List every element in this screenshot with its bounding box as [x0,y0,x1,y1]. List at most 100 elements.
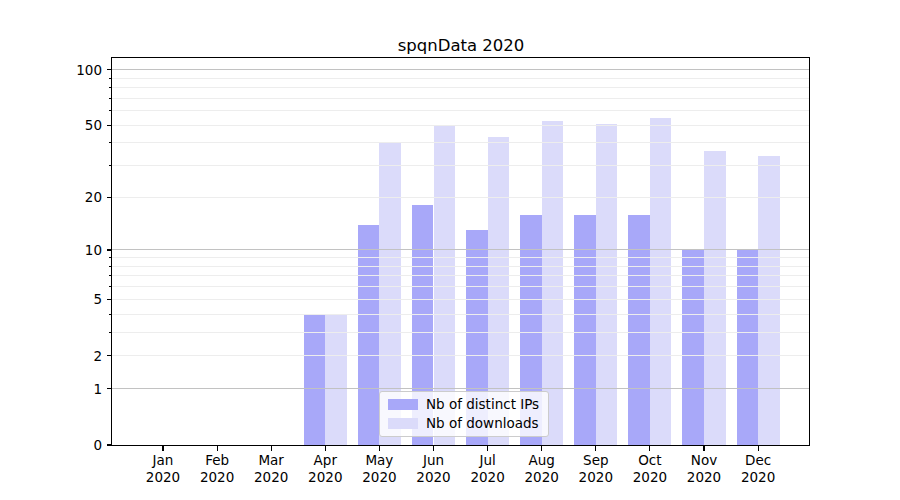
x-label-month: Apr [295,452,355,469]
y-tick-label-20: 20 [56,188,102,206]
legend-swatch-distinct-ips [388,399,418,410]
bar-downloads-apr [325,314,347,445]
gridline-major-100 [112,69,810,70]
x-tick-oct [649,446,650,451]
gridline-minor-60 [112,110,810,111]
gridline-major-10 [112,249,810,250]
gridline-minor-80 [112,87,810,88]
gridline-major-1 [112,388,810,389]
x-label-year: 2020 [133,469,193,486]
gridline-minor-90 [112,78,810,79]
x-tick-dec [758,446,759,451]
x-tick-label-mar: Mar2020 [241,452,301,485]
x-label-month: Oct [620,452,680,469]
gridline-minor-5 [112,299,810,300]
y-minor-tick-6 [109,286,112,287]
gridline-minor-9 [112,257,810,258]
x-tick-apr [325,446,326,451]
y-tick-2 [107,355,113,356]
x-label-year: 2020 [404,469,464,486]
x-tick-jul [487,446,488,451]
x-label-month: Dec [728,452,788,469]
y-tick-5 [107,299,113,300]
x-tick-label-nov: Nov2020 [674,452,734,485]
y-tick-label-50: 50 [56,116,102,134]
y-tick-10 [107,249,113,250]
y-minor-tick-8 [109,266,112,267]
y-tick-50 [107,125,113,126]
x-tick-label-sep: Sep2020 [566,452,626,485]
x-label-month: Aug [512,452,572,469]
bar-distinct-ips-apr [304,314,326,445]
y-minor-tick-70 [109,98,112,99]
y-minor-tick-30 [109,165,112,166]
legend-item-downloads: Nb of downloads [388,415,539,432]
x-label-year: 2020 [349,469,409,486]
x-label-year: 2020 [512,469,572,486]
legend-label-downloads: Nb of downloads [426,415,539,432]
legend: Nb of distinct IPs Nb of downloads [379,391,549,437]
x-label-month: Feb [187,452,247,469]
x-tick-label-jul: Jul2020 [458,452,518,485]
y-minor-tick-7 [109,275,112,276]
x-tick-label-dec: Dec2020 [728,452,788,485]
x-tick-jan [162,446,163,451]
x-tick-sep [595,446,596,451]
x-tick-label-apr: Apr2020 [295,452,355,485]
gridline-minor-6 [112,286,810,287]
x-label-month: Jul [458,452,518,469]
bar-downloads-dec [758,156,780,445]
y-tick-label-2: 2 [56,347,102,365]
y-minor-tick-60 [109,110,112,111]
gridline-minor-4 [112,314,810,315]
x-label-year: 2020 [241,469,301,486]
gridline-minor-7 [112,275,810,276]
x-tick-nov [703,446,704,451]
x-tick-label-jan: Jan2020 [133,452,193,485]
gridline-minor-20 [112,197,810,198]
bar-downloads-sep [596,124,618,445]
y-tick-1 [107,388,113,389]
x-label-month: Jan [133,452,193,469]
gridline-minor-40 [112,142,810,143]
bar-distinct-ips-nov [682,250,704,445]
x-tick-jun [433,446,434,451]
x-tick-label-aug: Aug2020 [512,452,572,485]
legend-item-distinct-ips: Nb of distinct IPs [388,396,539,413]
x-tick-may [379,446,380,451]
bar-distinct-ips-dec [737,250,759,445]
x-label-month: May [349,452,409,469]
legend-swatch-downloads [388,418,418,429]
y-minor-tick-3 [109,332,112,333]
x-label-year: 2020 [458,469,518,486]
x-tick-label-may: May2020 [349,452,409,485]
gridline-minor-50 [112,125,810,126]
x-label-month: Mar [241,452,301,469]
x-tick-label-oct: Oct2020 [620,452,680,485]
x-tick-feb [217,446,218,451]
y-tick-label-10: 10 [56,241,102,259]
gridline-minor-3 [112,332,810,333]
gridline-minor-2 [112,355,810,356]
legend-label-distinct-ips: Nb of distinct IPs [426,396,539,413]
x-label-month: Nov [674,452,734,469]
x-tick-aug [541,446,542,451]
gridline-minor-8 [112,266,810,267]
x-tick-label-feb: Feb2020 [187,452,247,485]
x-tick-mar [271,446,272,451]
gridline-minor-30 [112,165,810,166]
y-tick-20 [107,197,113,198]
y-minor-tick-9 [109,257,112,258]
x-label-month: Jun [404,452,464,469]
chart-title: spqnData 2020 [112,36,810,55]
figure: spqnData 2020 Nb of distinct IPs Nb of d… [0,0,900,500]
y-minor-tick-80 [109,87,112,88]
x-label-year: 2020 [187,469,247,486]
x-label-month: Sep [566,452,626,469]
bar-downloads-oct [650,118,672,445]
y-tick-label-1: 1 [56,380,102,398]
y-minor-tick-40 [109,142,112,143]
y-tick-label-100: 100 [56,61,102,79]
x-tick-label-jun: Jun2020 [404,452,464,485]
x-label-year: 2020 [295,469,355,486]
